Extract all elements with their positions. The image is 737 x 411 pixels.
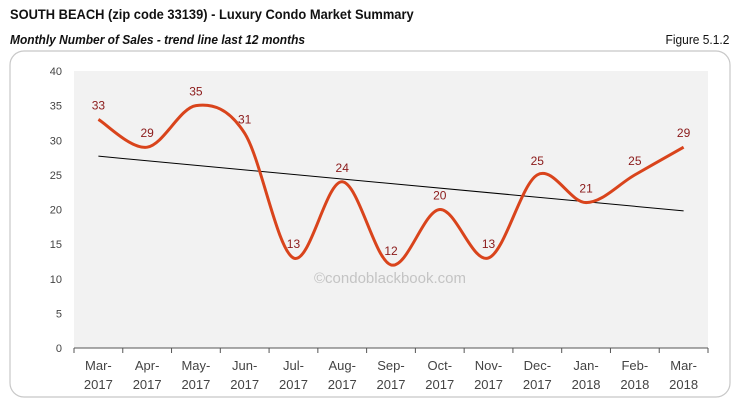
- y-tick-label: 15: [50, 239, 62, 251]
- x-tick-label: Feb-: [621, 358, 648, 373]
- x-tick-label: Sep-: [377, 358, 404, 373]
- y-tick-label: 5: [56, 308, 62, 320]
- x-tick-label: Mar-: [670, 358, 697, 373]
- x-tick-label: 2017: [181, 377, 210, 392]
- y-tick-label: 0: [56, 343, 62, 355]
- x-tick-label: Jul-: [283, 358, 304, 373]
- x-tick-label: 2017: [230, 377, 259, 392]
- x-tick-label: Jun-: [232, 358, 257, 373]
- data-label: 20: [433, 189, 447, 203]
- x-tick-label: 2017: [474, 377, 503, 392]
- x-tick-label: Aug-: [328, 358, 355, 373]
- x-tick-label: Nov-: [475, 358, 502, 373]
- data-label: 31: [238, 112, 252, 126]
- data-label: 33: [92, 98, 106, 112]
- figure-number: Figure 5.1.2: [665, 32, 729, 47]
- x-tick-label: Oct-: [427, 358, 452, 373]
- x-tick-label: 2018: [669, 377, 698, 392]
- data-label: 29: [140, 126, 154, 140]
- chart-subtitle: Monthly Number of Sales - trend line las…: [10, 32, 306, 47]
- data-label: 29: [677, 126, 691, 140]
- x-tick-label: 2017: [377, 377, 406, 392]
- data-label: 13: [482, 237, 496, 251]
- x-tick-label: 2017: [279, 377, 308, 392]
- data-label: 24: [336, 161, 350, 175]
- x-tick-label: 2017: [523, 377, 552, 392]
- data-label: 12: [384, 244, 398, 258]
- x-tick-label: 2017: [328, 377, 357, 392]
- x-tick-label: 2017: [425, 377, 454, 392]
- x-tick-label: Mar-: [85, 358, 112, 373]
- data-label: 25: [628, 154, 642, 168]
- x-tick-label: Jan-: [573, 358, 598, 373]
- y-tick-label: 10: [50, 274, 62, 286]
- x-tick-label: 2018: [620, 377, 649, 392]
- x-tick-label: 2018: [572, 377, 601, 392]
- x-tick-label: 2017: [84, 377, 113, 392]
- x-tick-label: Apr-: [135, 358, 160, 373]
- data-label: 21: [579, 182, 593, 196]
- plot-area: [74, 71, 708, 348]
- sales-line: [97, 103, 685, 267]
- x-tick-label: May-: [181, 358, 210, 373]
- y-tick-label: 20: [50, 205, 62, 217]
- data-label: 35: [189, 85, 203, 99]
- y-tick-label: 35: [50, 101, 62, 113]
- x-tick-label: 2017: [133, 377, 162, 392]
- data-label: 25: [531, 154, 545, 168]
- x-tick-label: Dec-: [524, 358, 551, 373]
- y-tick-label: 40: [50, 66, 62, 78]
- y-tick-label: 30: [50, 135, 62, 147]
- watermark: ©condoblackbook.com: [314, 270, 466, 287]
- y-tick-label: 25: [50, 170, 62, 182]
- data-label: 13: [287, 237, 301, 251]
- page-title: SOUTH BEACH (zip code 33139) - Luxury Co…: [10, 6, 414, 22]
